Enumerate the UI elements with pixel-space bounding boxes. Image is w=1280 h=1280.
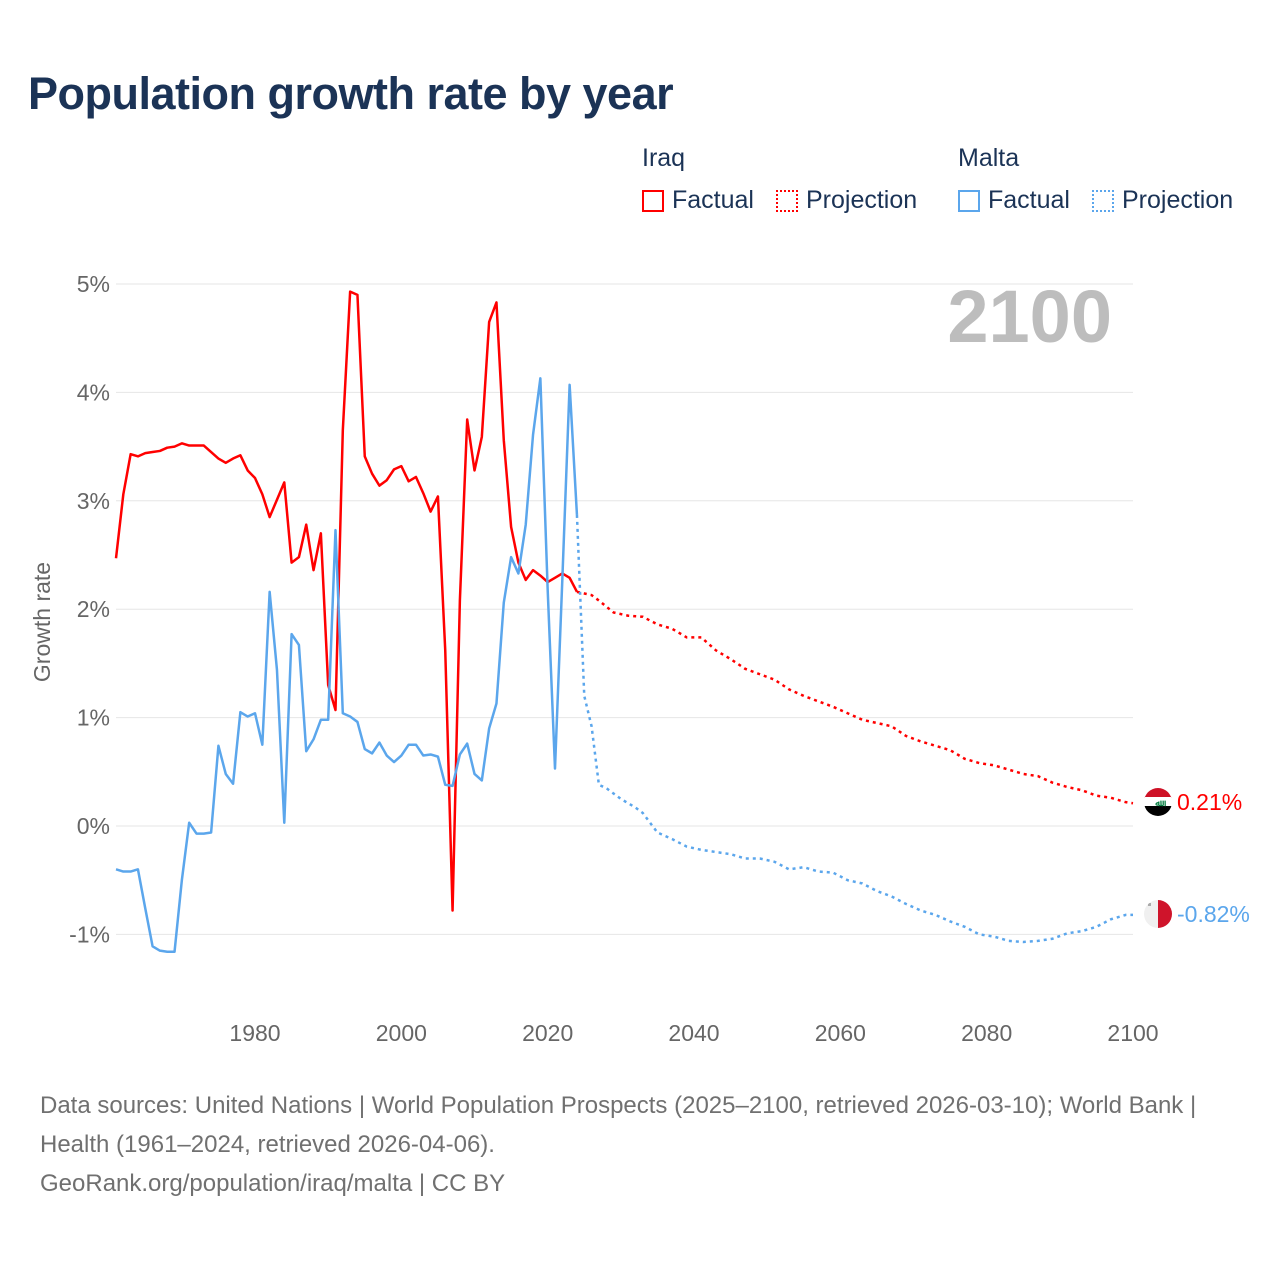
legend-label: Projection bbox=[806, 186, 918, 214]
data-sources: Data sources: United Nations | World Pop… bbox=[40, 1092, 1197, 1158]
legend-swatch-dotted bbox=[776, 189, 798, 212]
legend-group-iraq: Iraq bbox=[642, 144, 685, 173]
y-axis-label: Growth rate bbox=[29, 562, 55, 682]
y-tick-label: 3% bbox=[77, 488, 110, 514]
legend-label: Projection bbox=[1122, 186, 1234, 214]
iraq-end-value-label: 0.21% bbox=[1177, 789, 1242, 815]
legend-swatch-solid bbox=[958, 189, 980, 212]
source-link[interactable]: GeoRank.org/population/iraq/malta | CC B… bbox=[40, 1170, 506, 1197]
year-watermark: 2100 bbox=[947, 275, 1112, 358]
x-tick-label: 2040 bbox=[668, 1020, 719, 1046]
chart-title: Population growth rate by year bbox=[28, 68, 674, 119]
legend-group-label: Iraq bbox=[642, 144, 686, 172]
x-tick-label: 2020 bbox=[522, 1020, 573, 1046]
legend-label: Factual bbox=[988, 186, 1070, 214]
footer: Data sources: United Nations | World Pop… bbox=[40, 1086, 1240, 1203]
legend-iraq-factual[interactable]: Factual bbox=[642, 186, 754, 215]
y-tick-label: 0% bbox=[77, 813, 110, 839]
x-tick-label: 2100 bbox=[1107, 1020, 1158, 1046]
legend-group-malta: Malta bbox=[958, 144, 1019, 173]
legend-group-label: Malta bbox=[958, 144, 1020, 172]
x-tick-label: 2000 bbox=[376, 1020, 427, 1046]
legend-malta-factual[interactable]: Factual bbox=[958, 186, 1070, 215]
y-tick-label: 2% bbox=[77, 596, 110, 622]
x-tick-label: 2080 bbox=[961, 1020, 1012, 1046]
malta-factual-line bbox=[115, 377, 579, 953]
legend-label: Factual bbox=[672, 186, 754, 214]
y-tick-label: -1% bbox=[69, 921, 110, 947]
x-tick-label: 2060 bbox=[815, 1020, 866, 1046]
series-lines bbox=[114, 290, 1134, 953]
malta-end-value-label: -0.82% bbox=[1177, 901, 1250, 927]
iraq-projection-line bbox=[576, 590, 1134, 805]
x-tick-label: 1980 bbox=[229, 1020, 280, 1046]
line-chart: 5% 4% 3% 2% 1% 0% -1% 1980 2000 2020 2040 2060 2080 2… bbox=[29, 271, 1250, 1046]
y-tick-label: 5% bbox=[77, 271, 110, 297]
series-end-markers: ﷲ 0.21% -0.82% bbox=[1144, 788, 1250, 928]
y-tick-label: 4% bbox=[77, 379, 110, 405]
iraq-flag-icon: ﷲ bbox=[1144, 788, 1172, 816]
legend-swatch-solid bbox=[642, 189, 664, 212]
iraq-factual-line bbox=[114, 290, 579, 912]
legend-malta-projection[interactable]: Projection bbox=[1092, 186, 1233, 215]
y-tick-label: 1% bbox=[77, 705, 110, 731]
legend-swatch-dotted bbox=[1092, 189, 1114, 212]
malta-projection-line bbox=[575, 514, 1133, 944]
malta-flag-icon bbox=[1144, 900, 1172, 928]
legend-iraq-projection[interactable]: Projection bbox=[776, 186, 917, 215]
grid: 5% 4% 3% 2% 1% 0% -1% 1980 2000 2020 2040 2060 2080 2… bbox=[69, 271, 1158, 1046]
